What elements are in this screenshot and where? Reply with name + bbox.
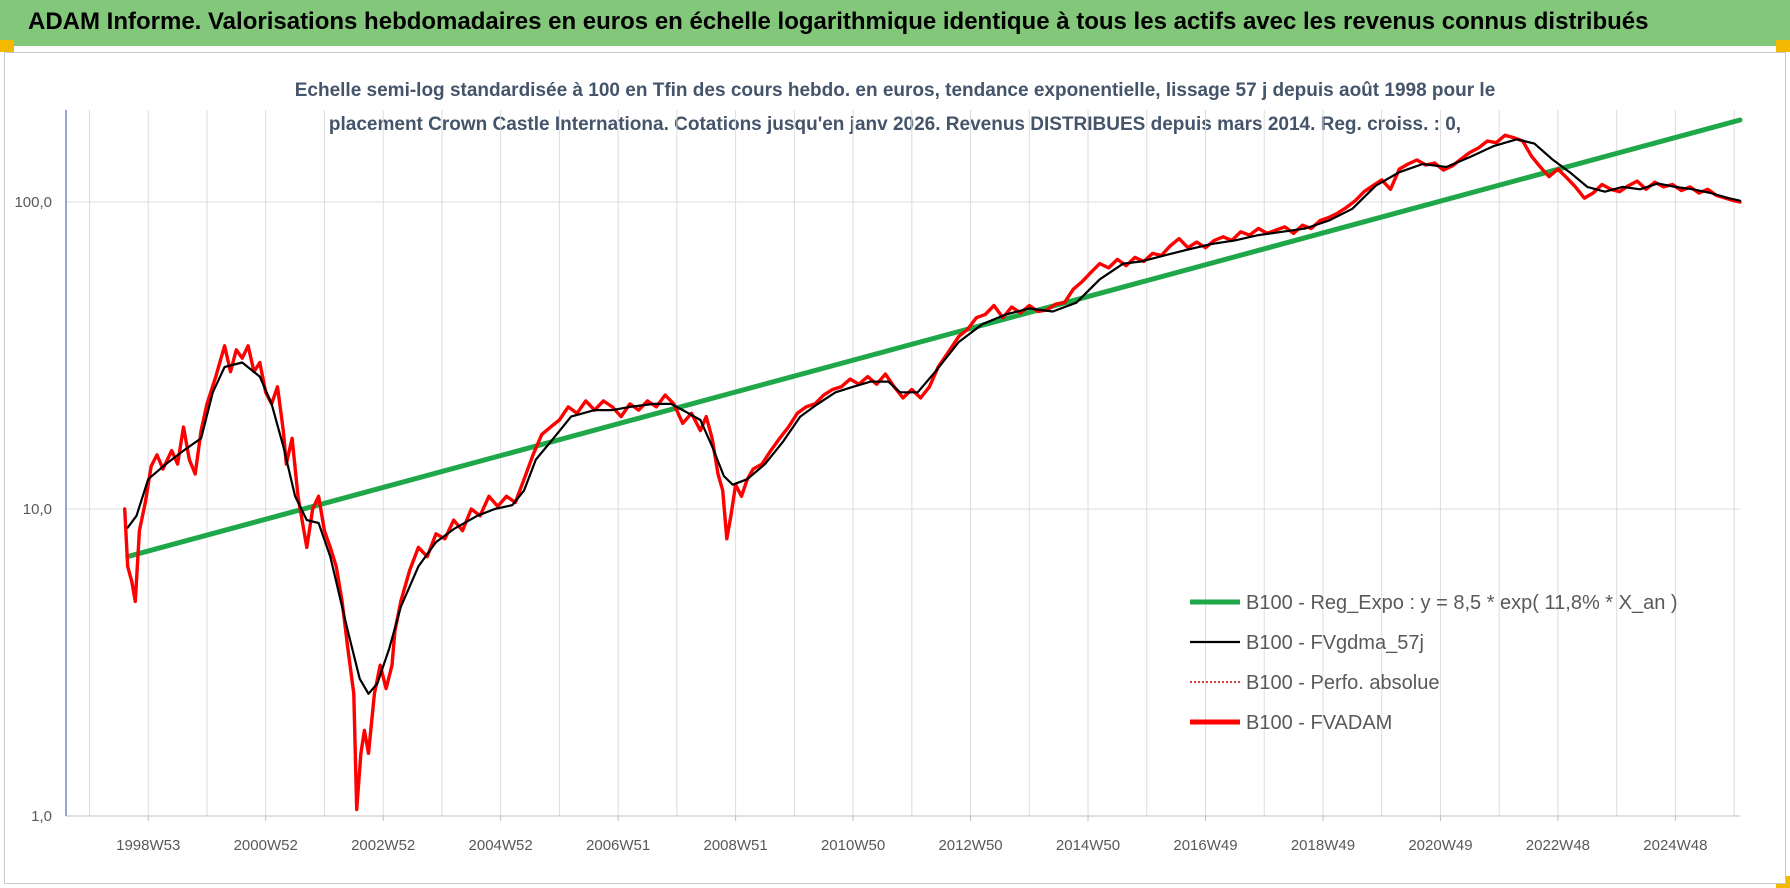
axes: 1,0 10,0 100,0 1998W53 2000W52 2002W52 2004W52… <box>14 110 1740 854</box>
grid <box>66 110 1740 816</box>
header-bar: ADAM Informe. Valorisations hebdomadaire… <box>0 0 1790 46</box>
series-line-3 <box>123 133 1742 812</box>
x-tick-label: 2004W52 <box>469 837 533 854</box>
series-line-0 <box>125 117 1743 560</box>
legend-label-1: B100 - FVgdma_57j <box>1246 632 1424 654</box>
chart-subtitle-line-1: Echelle semi-log standardisée à 100 en T… <box>295 80 1496 101</box>
y-tick-label: 1,0 <box>31 808 52 825</box>
x-tick-label: 2016W49 <box>1173 837 1237 854</box>
x-tick-label: 2012W50 <box>938 837 1002 854</box>
legend-label-3: B100 - FVADAM <box>1246 712 1392 734</box>
legend-label-0: B100 - Reg_Expo : y = 8,5 * exp( 11,8% *… <box>1246 592 1678 614</box>
x-tick-label: 2008W51 <box>703 837 767 854</box>
x-tick-label: 2022W48 <box>1526 837 1590 854</box>
x-tick-label: 1998W53 <box>116 837 180 854</box>
x-tick-label: 2010W50 <box>821 837 885 854</box>
y-tick-label: 10,0 <box>23 501 52 518</box>
corner-mark-top-right <box>1776 40 1790 52</box>
series-layer <box>123 117 1743 812</box>
series-line-1 <box>126 138 1742 695</box>
page-title: ADAM Informe. Valorisations hebdomadaire… <box>28 8 1649 35</box>
x-tick-label: 2020W49 <box>1408 837 1472 854</box>
legend-label-2: B100 - Perfo. absolue <box>1246 672 1439 694</box>
chart-frame <box>4 52 1786 884</box>
x-tick-label: 2018W49 <box>1291 837 1355 854</box>
x-tick-label: 2002W52 <box>351 837 415 854</box>
corner-mark-top-left <box>0 40 14 52</box>
y-tick-label: 100,0 <box>14 194 52 211</box>
chart-subtitle-line-2: placement Crown Castle Internationa. Cot… <box>329 114 1461 135</box>
x-tick-label: 2006W51 <box>586 837 650 854</box>
x-tick-label: 2000W52 <box>234 837 298 854</box>
x-tick-label: 2024W48 <box>1643 837 1707 854</box>
x-tick-label: 2014W50 <box>1056 837 1120 854</box>
legend: B100 - Reg_Expo : y = 8,5 * exp( 11,8% *… <box>1190 592 1678 734</box>
